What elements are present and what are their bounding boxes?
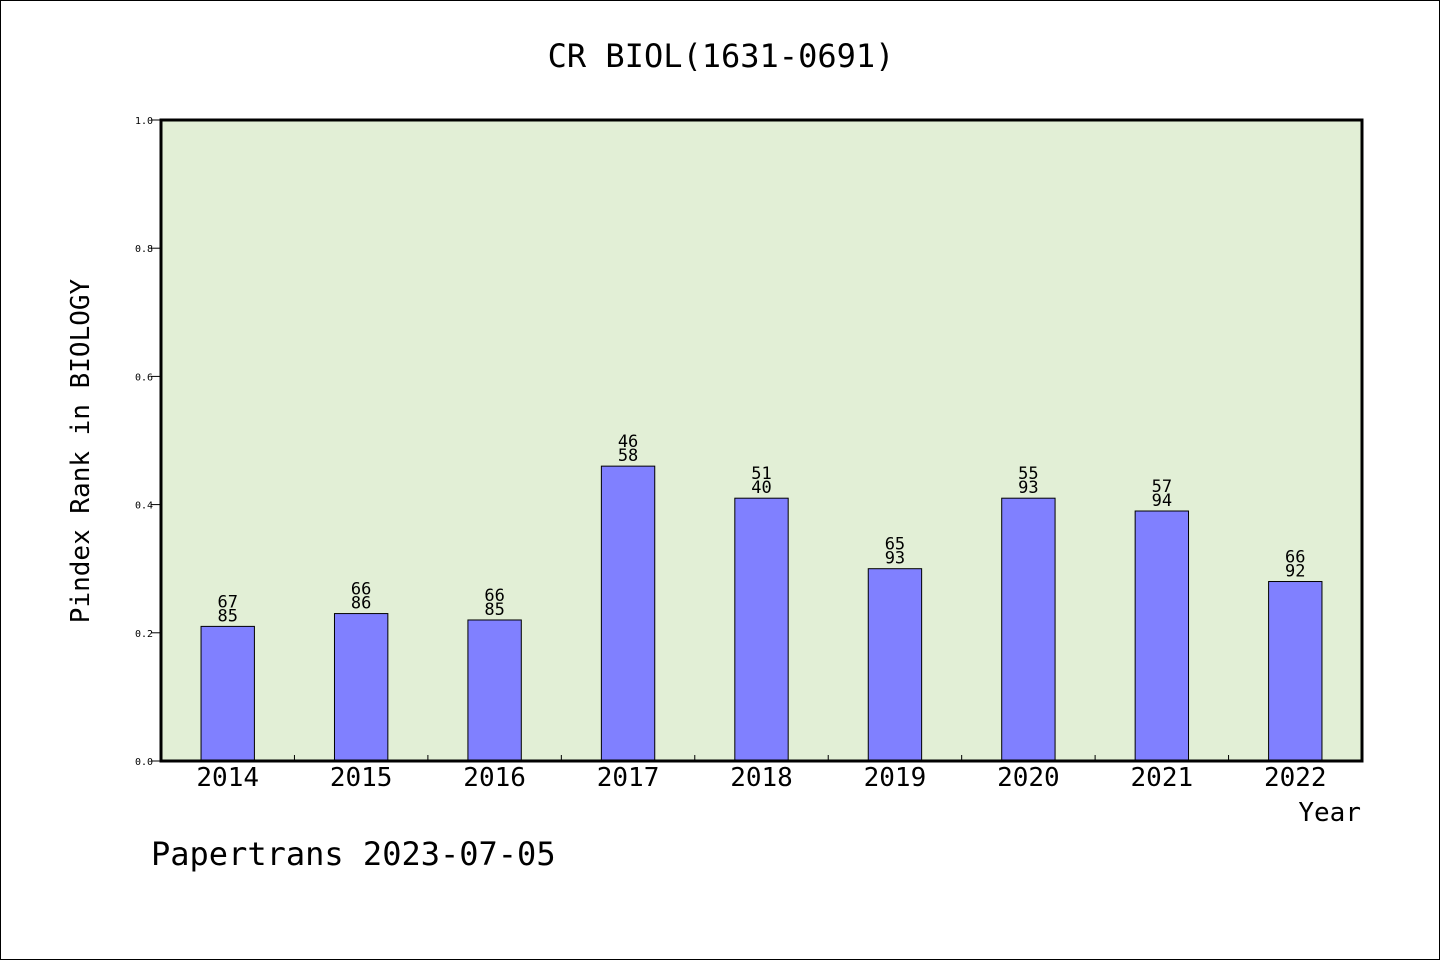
bar-label-top: 67 [217,592,237,612]
x-tick-label: 2022 [1264,763,1327,793]
bar-label-bottom: 85 [217,606,237,626]
bar-label-bottom: 93 [1018,478,1038,498]
x-tick-label: 2019 [864,763,927,793]
y-tick-label: 0.8 [135,244,153,255]
y-tick-label: 0.6 [135,372,153,383]
y-tick-label: 0.2 [135,629,153,640]
bar [1268,581,1323,762]
bar [200,625,255,762]
y-tick-label: 0.4 [135,501,153,512]
bar [1001,497,1056,762]
bar-label-top: 65 [885,535,905,555]
ticks-layer: 2014 2015 2016 2017 2018 2019 2020 2021 2022 0.0 0… [135,116,1327,793]
bar [333,613,389,762]
bar-label-bottom: 40 [751,478,771,498]
bar-label-bottom: 94 [1152,491,1172,511]
bar-label-top: 66 [484,586,504,606]
y-axis-label: Pindex Rank in BIOLOGY [66,278,96,623]
bar-label-top: 66 [1285,548,1305,568]
bar-label-bottom: 85 [484,600,504,620]
bar-label-top: 51 [751,464,771,484]
bar-label-top: 66 [351,580,371,600]
bar-label-bottom: 93 [885,549,905,569]
x-tick-label: 2014 [196,763,259,793]
y-tick-label: 1.0 [135,116,153,127]
x-tick-label: 2020 [997,763,1060,793]
x-axis-label: Year [1298,798,1361,828]
x-tick-label: 2021 [1131,763,1194,793]
bar-label-bottom: 86 [351,594,371,614]
bar-label-top: 46 [618,432,638,452]
bar-label-top: 57 [1152,477,1172,497]
x-tick-label: 2018 [730,763,793,793]
y-tick-label: 0.0 [135,757,153,768]
plot-border [159,118,1364,763]
bar-label-top: 55 [1018,464,1038,484]
bar [1134,510,1190,762]
bar-label-bottom: 58 [618,446,638,466]
bar [734,497,789,762]
x-tick-label: 2015 [330,763,393,793]
bar [467,619,522,762]
chart-title: CR BIOL(1631-0691) [548,37,895,75]
footer-watermark-text: Papertrans 2023-07-05 [151,835,556,873]
x-tick-label: 2016 [463,763,526,793]
bar [600,465,656,762]
x-tick-label: 2017 [597,763,660,793]
bar-label-bottom: 92 [1285,562,1305,582]
bar [867,568,923,762]
